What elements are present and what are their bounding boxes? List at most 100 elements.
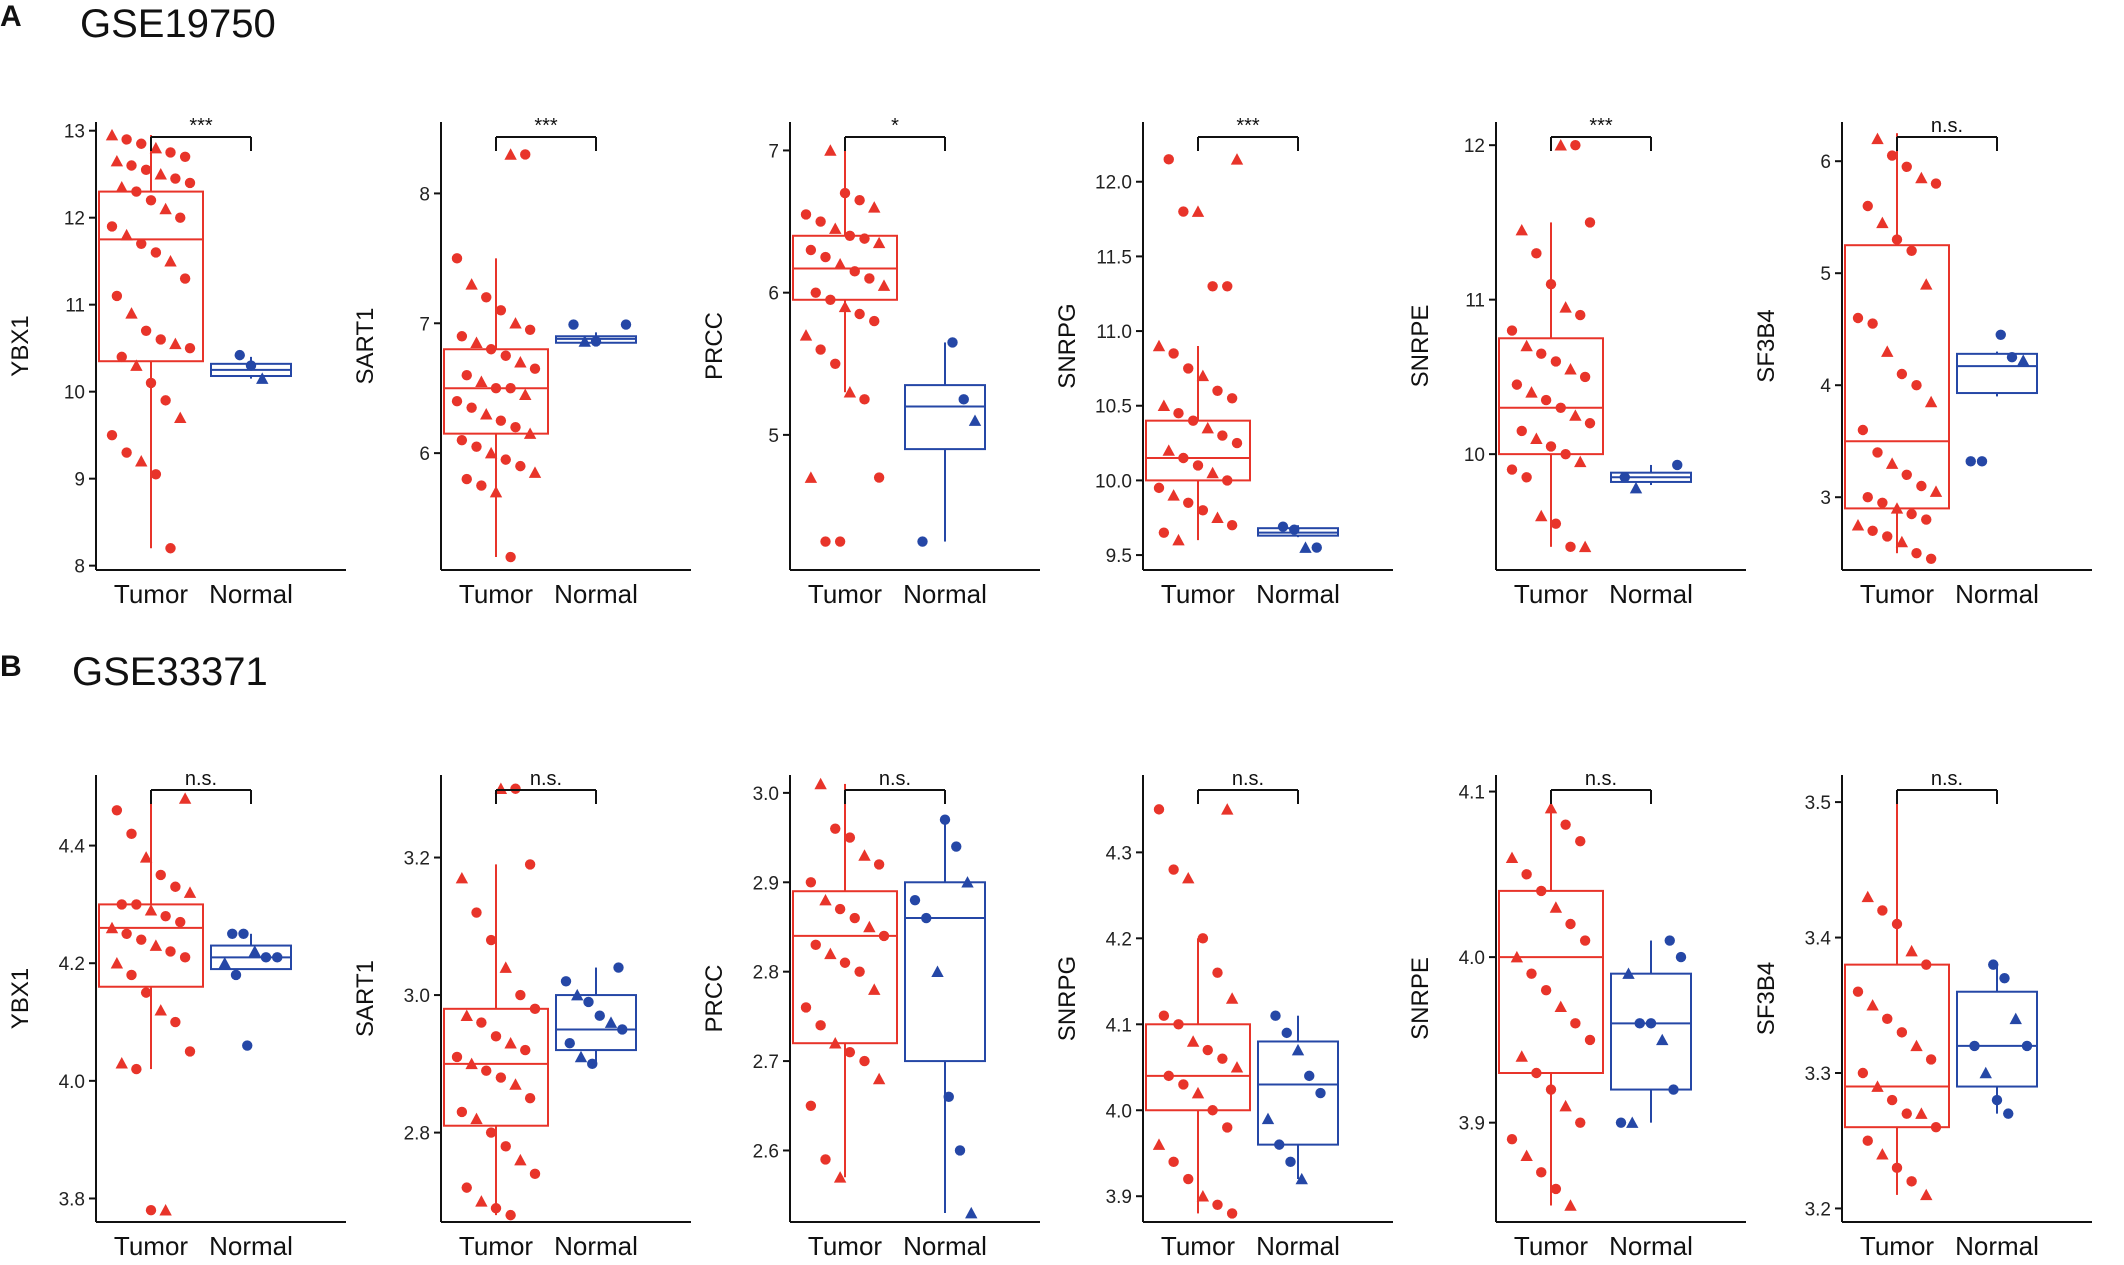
data-point	[490, 383, 502, 394]
data-point	[1222, 1122, 1233, 1133]
data-point	[1891, 918, 1903, 930]
data-point	[909, 894, 921, 906]
data-point	[1277, 521, 1289, 532]
y-tick-label: 7	[768, 141, 779, 162]
data-point	[921, 912, 932, 924]
significance-label: n.s.	[1232, 768, 1264, 790]
data-point	[1187, 415, 1199, 426]
data-point	[1575, 309, 1586, 321]
data-point	[159, 202, 172, 215]
data-point	[1991, 1094, 2003, 1106]
data-point	[1872, 447, 1883, 458]
data-point	[825, 294, 836, 305]
data-point	[839, 957, 851, 968]
data-point	[1570, 139, 1581, 151]
significance-label: n.s.	[530, 768, 562, 790]
data-point	[560, 976, 572, 987]
y-axis-title: SNRPE	[1407, 305, 1434, 388]
x-category-label: Tumor	[1860, 579, 1934, 609]
data-point	[1668, 1084, 1679, 1095]
normal-box	[1257, 521, 1339, 553]
y-tick-label: 3	[1820, 488, 1831, 509]
data-point	[150, 469, 162, 480]
data-point	[819, 893, 832, 906]
plot-4: 9.5 10.0 10.5 11.0 11.5 12.0 SNRPG Tumor Normal *…	[1054, 115, 1393, 609]
data-point	[1615, 1117, 1627, 1128]
data-point	[810, 287, 821, 298]
data-point	[242, 1040, 253, 1051]
x-category-label: Normal	[1609, 1231, 1693, 1261]
y-tick-label: 10.5	[1095, 397, 1132, 418]
data-point	[105, 921, 119, 934]
data-point	[2017, 354, 2030, 366]
data-point	[1575, 1117, 1586, 1128]
y-axis-title: YBX1	[7, 968, 34, 1029]
data-point	[256, 372, 269, 384]
data-point	[799, 329, 813, 341]
data-point	[1896, 368, 1908, 380]
data-point	[1570, 1018, 1581, 1029]
tumor-box	[1498, 801, 1604, 1211]
data-point	[1530, 432, 1543, 444]
data-point	[150, 247, 162, 258]
data-point	[1876, 216, 1889, 229]
normal-box	[555, 319, 637, 347]
data-point	[1559, 301, 1572, 313]
data-point	[613, 962, 624, 973]
y-tick-label: 10	[1464, 445, 1485, 466]
data-point	[1910, 1039, 1923, 1052]
data-point	[121, 447, 132, 458]
data-point	[524, 324, 536, 335]
tumor-box	[443, 782, 549, 1221]
data-point	[951, 841, 962, 852]
significance-label: ***	[534, 115, 558, 137]
x-category-label: Normal	[209, 1231, 293, 1261]
data-point	[834, 903, 846, 915]
data-point	[1876, 1148, 1889, 1160]
plot-12: 3.2 3.3 3.4 3.5 SF3B4 Tumor Normal n.s.	[1753, 768, 2092, 1261]
plot-10: 3.9 4.0 4.1 4.2 4.3 SNRPG Tumor Normal n.s.	[1054, 768, 1393, 1261]
data-point	[1191, 205, 1205, 217]
data-point	[1536, 885, 1547, 897]
data-point	[1979, 1066, 1992, 1079]
data-point	[1629, 481, 1643, 494]
data-point	[1915, 1107, 1928, 1119]
data-point	[179, 151, 191, 162]
data-point	[1168, 1156, 1179, 1168]
y-tick-label: 13	[64, 122, 85, 143]
data-point	[165, 946, 176, 957]
data-point	[1212, 1199, 1223, 1211]
data-point	[1906, 1176, 1917, 1187]
data-point	[140, 987, 152, 998]
plot-5: 10 11 12 SNRPE Tumor Normal ***	[1407, 115, 1746, 609]
data-point	[1217, 1053, 1228, 1064]
data-point	[505, 551, 516, 563]
data-point	[155, 869, 166, 881]
data-point	[1578, 540, 1592, 553]
significance-bracket: n.s.	[844, 768, 946, 804]
data-point	[594, 1010, 605, 1021]
data-point	[839, 187, 851, 199]
data-point	[961, 876, 974, 888]
data-point	[1178, 206, 1189, 217]
data-point	[136, 238, 147, 249]
data-point	[1153, 482, 1165, 494]
data-point	[1274, 1139, 1285, 1150]
box-iqr	[1145, 1023, 1251, 1112]
data-point	[1895, 535, 1909, 548]
tumor-box	[1844, 802, 1950, 1201]
data-point	[1852, 986, 1864, 997]
y-tick-label: 4.4	[59, 837, 86, 858]
data-point	[120, 228, 133, 241]
x-category-label: Normal	[903, 1231, 987, 1261]
dataset-title-b: GSE33371	[72, 650, 268, 694]
data-point	[815, 344, 826, 355]
data-point	[105, 128, 119, 141]
data-point	[1920, 278, 1933, 290]
y-tick-label: 10.0	[1095, 471, 1132, 492]
data-point	[1672, 459, 1683, 471]
x-category-label: Normal	[209, 579, 293, 609]
data-point	[139, 851, 153, 863]
data-point	[145, 1205, 157, 1216]
data-point	[1645, 1018, 1657, 1029]
